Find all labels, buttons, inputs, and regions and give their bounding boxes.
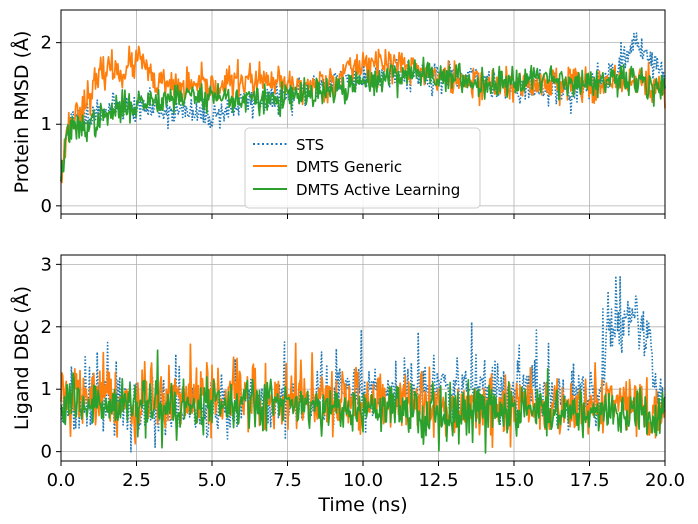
y-tick-label-top: 1 — [41, 114, 52, 135]
y-tick-label-top: 2 — [41, 33, 52, 54]
x-tick-label: 5.0 — [198, 470, 227, 491]
series-line-dmts-generic-top — [60, 45, 666, 184]
y-tick-label-top: 0 — [41, 196, 52, 217]
legend-label-dmts-active-learning: DMTS Active Learning — [296, 181, 460, 199]
series-line-dmts-active-learning-top — [60, 56, 666, 182]
legend-box — [244, 127, 481, 209]
y-axis-label-bottom: Ligand DBC (Å) — [10, 286, 33, 430]
y-tick-label-bottom: 0 — [41, 442, 52, 463]
series-lines-bottom — [60, 275, 666, 454]
x-tick-label: 7.5 — [273, 470, 302, 491]
x-tick-label: 17.5 — [569, 470, 609, 491]
legend: STS DMTS Generic DMTS Active Learning — [244, 127, 481, 209]
ticks-bottom: 0.0 2.5 5.0 7.5 10.0 12.5 15.0 17.5 20.0 0 1 2 3 — [41, 254, 685, 491]
y-tick-label-bottom: 2 — [41, 317, 52, 338]
x-tick-label: 10.0 — [343, 470, 383, 491]
y-tick-label-bottom: 3 — [41, 254, 52, 275]
y-axis-label-top: Protein RMSD (Å) — [10, 31, 33, 194]
x-tick-label: 20.0 — [645, 470, 685, 491]
x-tick-label: 0.0 — [47, 470, 76, 491]
ligand-dbc-panel: 0.0 2.5 5.0 7.5 10.0 12.5 15.0 17.5 20.0 0 1 2 3 Lig… — [10, 254, 685, 516]
x-tick-label: 12.5 — [418, 470, 458, 491]
x-axis-label: Time (ns) — [317, 494, 407, 516]
protein-rmsd-panel: 0 1 2 Protein RMSD (Å) STS DMTS Generic DM… — [10, 9, 666, 219]
x-tick-label: 15.0 — [494, 470, 534, 491]
x-tick-label: 2.5 — [122, 470, 151, 491]
series-lines-top — [60, 32, 666, 184]
ticks-top: 0 1 2 — [41, 33, 666, 219]
legend-label-dmts-generic: DMTS Generic — [296, 158, 402, 176]
y-tick-label-bottom: 1 — [41, 379, 52, 400]
series-line-dmts-active-learning-bottom — [60, 349, 666, 454]
legend-label-sts: STS — [296, 136, 324, 154]
